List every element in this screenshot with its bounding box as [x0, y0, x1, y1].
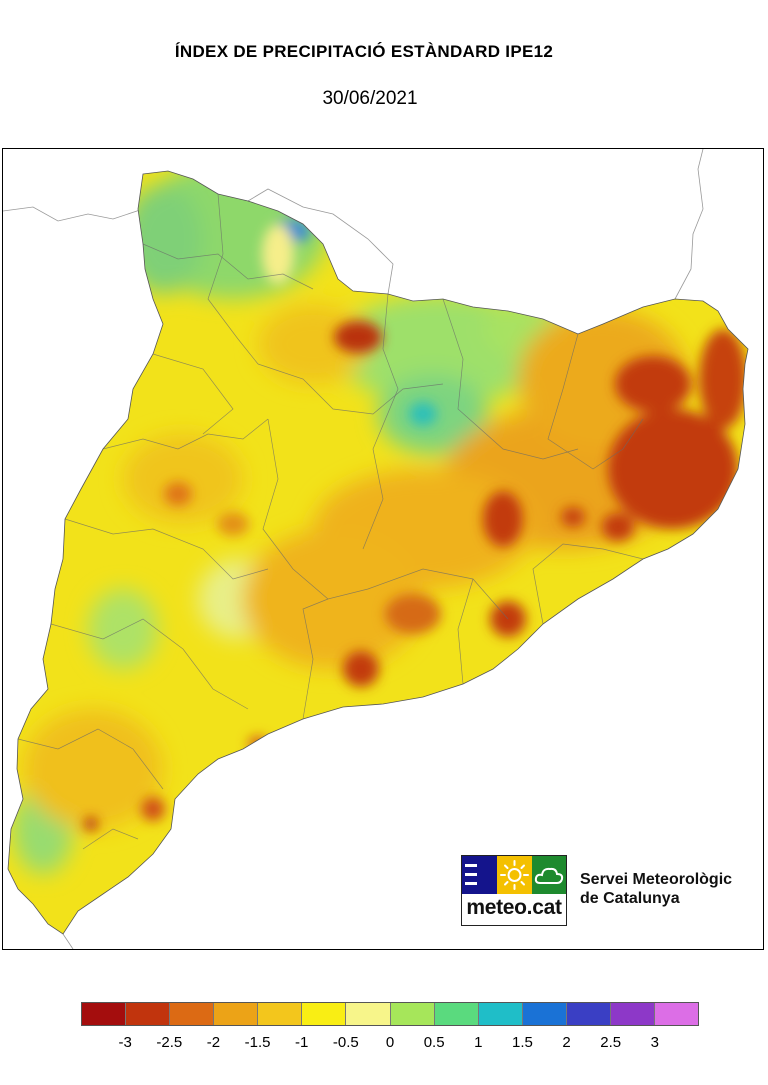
legend-swatch-1	[126, 1003, 171, 1025]
legend-tick-label: 2.5	[600, 1034, 622, 1051]
sun-icon	[500, 860, 529, 890]
logo-lines-tile	[462, 856, 497, 894]
legend-swatch-2	[170, 1003, 215, 1025]
comarca-boundaries	[17, 193, 644, 850]
legend-swatch-8	[434, 1003, 479, 1025]
legend-tick-label: 0	[385, 1034, 395, 1051]
organization-name: Servei Meteorològic de Catalunya	[580, 870, 732, 908]
legend-ticks: -3 -2.5 -2 -1.5 -1 -0.5 0 0.5 1 1.5 2 2.5 3	[81, 1034, 699, 1054]
legend-tick-label: 0.5	[423, 1034, 445, 1051]
logo-sun-tile	[497, 856, 532, 894]
wind-lines-icon	[465, 864, 477, 885]
legend-swatch-4	[258, 1003, 303, 1025]
legend-tick-label: -1	[295, 1034, 309, 1051]
map-frame	[2, 148, 764, 950]
legend-tick-label: 2	[562, 1034, 571, 1051]
color-legend	[81, 1002, 699, 1026]
legend-swatch-13	[655, 1003, 699, 1025]
legend-tick-label: 3	[650, 1034, 660, 1051]
legend-swatch-5	[302, 1003, 347, 1025]
legend-tick-label: -0.5	[332, 1034, 359, 1051]
organization-line-2: de Catalunya	[580, 890, 680, 907]
legend-swatch-12	[610, 1003, 656, 1025]
logo-cloud-tile	[532, 856, 566, 894]
legend-tick-label: -1.5	[244, 1034, 271, 1051]
legend-tick-label: -3	[118, 1034, 132, 1051]
border-line-west	[3, 206, 144, 222]
legend-tick-label: 1	[474, 1034, 483, 1051]
meteocat-logo: meteo.cat	[461, 855, 567, 926]
map-title: ÍNDEX DE PRECIPITACIÓ ESTÀNDARD IPE12	[174, 42, 554, 61]
legend-swatch-6	[346, 1003, 391, 1025]
legend-swatch-9	[478, 1003, 523, 1025]
legend-swatch-10	[522, 1003, 567, 1025]
catalonia-map	[3, 149, 749, 949]
precipitation-field	[8, 171, 748, 934]
map-date: 30/06/2021	[322, 88, 418, 109]
legend-tick-label: 1.5	[511, 1034, 533, 1051]
legend-swatch-3	[214, 1003, 259, 1025]
border-line-south	[62, 933, 74, 949]
legend-swatch-11	[566, 1003, 611, 1025]
legend-tick-label: -2.5	[156, 1034, 183, 1051]
border-line-andorra-france	[247, 188, 394, 295]
cloud-icon	[534, 867, 564, 884]
organization-line-1: Servei Meteorològic	[580, 871, 733, 888]
legend-swatch-0	[82, 1003, 127, 1025]
legend-tick-label: -2	[206, 1034, 221, 1051]
border-line-north-east	[674, 149, 704, 300]
legend-swatch-7	[390, 1003, 435, 1025]
logo-wordmark: meteo.cat	[466, 896, 562, 919]
